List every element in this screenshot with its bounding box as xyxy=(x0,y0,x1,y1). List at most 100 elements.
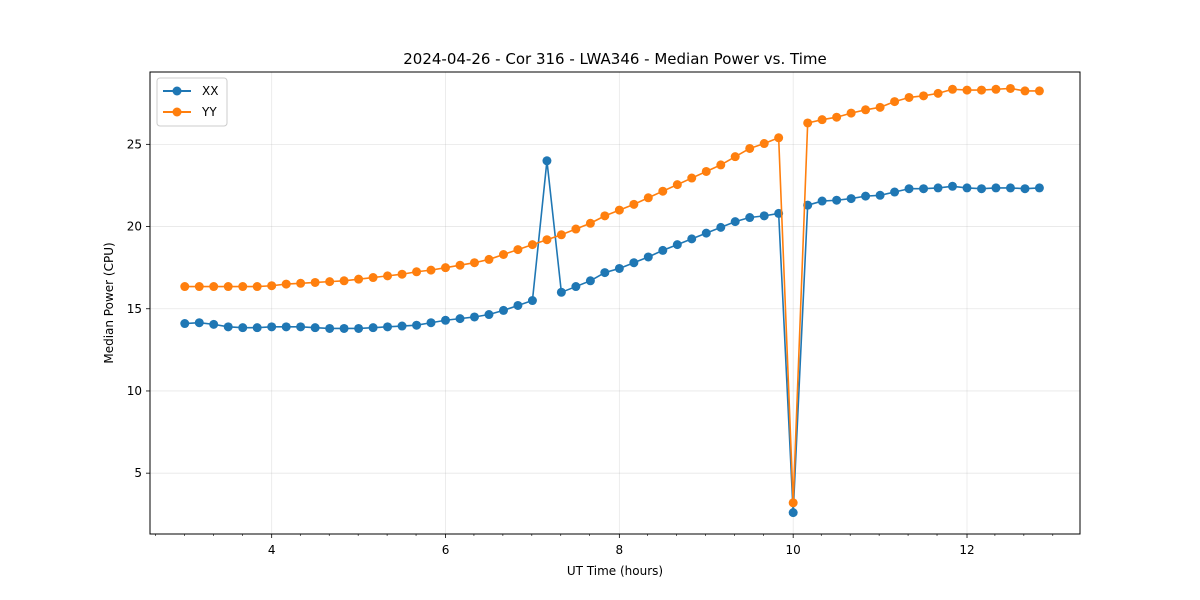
x-tick-label: 10 xyxy=(786,543,801,557)
data-point-yy xyxy=(498,250,508,259)
data-point-xx xyxy=(542,156,552,166)
data-point-xx xyxy=(803,200,813,210)
data-point-yy xyxy=(947,84,957,94)
data-point-xx xyxy=(832,195,842,205)
data-point-xx xyxy=(904,184,914,194)
data-point-xx xyxy=(252,323,262,333)
data-point-xx xyxy=(701,228,711,238)
data-point-xx xyxy=(817,196,827,206)
data-point-yy xyxy=(238,282,248,292)
data-point-yy xyxy=(890,97,900,107)
series-yy xyxy=(180,83,1044,508)
series-xx xyxy=(180,156,1044,518)
data-point-yy xyxy=(310,277,320,287)
axis-layer: 4 6 8 10 12 5 10 15 20 25 xyxy=(127,137,1054,557)
data-point-xx xyxy=(310,323,320,333)
data-point-yy xyxy=(556,230,566,240)
data-point-xx xyxy=(716,222,726,232)
legend-marker-xx xyxy=(172,86,182,96)
data-point-xx xyxy=(513,300,523,310)
data-point-xx xyxy=(238,323,248,333)
data-point-yy xyxy=(919,91,929,101)
data-point-xx xyxy=(745,213,755,223)
data-point-yy xyxy=(629,199,639,209)
data-point-xx xyxy=(455,314,465,324)
data-point-xx xyxy=(730,217,740,227)
y-axis-label: Median Power (CPU) xyxy=(102,242,116,363)
y-tick-label: 5 xyxy=(134,466,142,480)
data-point-yy xyxy=(469,258,479,268)
data-point-yy xyxy=(977,85,987,95)
legend-label-xx: XX xyxy=(202,84,218,98)
data-point-yy xyxy=(585,218,595,228)
data-point-xx xyxy=(846,194,856,204)
data-point-xx xyxy=(441,315,451,325)
data-point-xx xyxy=(527,296,537,306)
data-point-yy xyxy=(774,133,784,143)
data-point-xx xyxy=(947,181,957,191)
legend: XX YY xyxy=(156,77,228,127)
data-point-xx xyxy=(585,276,595,286)
data-point-yy xyxy=(571,224,581,234)
data-point-xx xyxy=(1034,183,1044,193)
data-point-yy xyxy=(281,279,291,289)
data-point-yy xyxy=(658,186,668,196)
series-layer xyxy=(180,83,1044,518)
data-point-yy xyxy=(817,115,827,125)
data-point-yy xyxy=(832,112,842,122)
data-point-xx xyxy=(687,234,697,244)
data-point-xx xyxy=(209,319,219,329)
data-point-xx xyxy=(383,322,393,332)
data-point-yy xyxy=(788,498,798,508)
data-point-xx xyxy=(600,268,610,278)
data-point-yy xyxy=(513,245,523,255)
data-point-yy xyxy=(1005,83,1015,93)
x-tick-label: 12 xyxy=(959,543,974,557)
data-point-xx xyxy=(339,323,349,333)
data-point-yy xyxy=(614,205,624,215)
data-point-yy xyxy=(701,166,711,176)
data-point-xx xyxy=(788,508,798,518)
data-point-yy xyxy=(904,92,914,102)
data-point-xx xyxy=(325,323,335,333)
data-point-yy xyxy=(672,180,682,190)
data-point-yy xyxy=(339,276,349,286)
data-point-yy xyxy=(484,254,494,264)
data-point-xx xyxy=(962,183,972,193)
data-point-xx xyxy=(296,322,306,332)
data-point-xx xyxy=(368,323,378,333)
data-point-xx xyxy=(281,322,291,332)
data-point-xx xyxy=(412,320,422,330)
x-axis-label: UT Time (hours) xyxy=(567,564,663,578)
data-point-yy xyxy=(745,143,755,153)
data-point-xx xyxy=(1005,183,1015,193)
data-point-xx xyxy=(614,263,624,273)
data-point-yy xyxy=(643,193,653,203)
data-point-xx xyxy=(643,252,653,262)
data-point-yy xyxy=(267,281,277,291)
y-tick-label: 25 xyxy=(127,137,142,151)
data-point-yy xyxy=(194,282,204,292)
grid-layer xyxy=(150,72,1080,534)
data-point-yy xyxy=(296,278,306,288)
data-point-xx xyxy=(977,184,987,194)
x-tick-label: 4 xyxy=(268,543,276,557)
data-point-xx xyxy=(629,258,639,268)
data-point-yy xyxy=(397,269,407,279)
x-tick-label: 6 xyxy=(442,543,450,557)
y-tick-label: 20 xyxy=(127,220,142,234)
data-point-yy xyxy=(441,263,451,273)
data-point-yy xyxy=(600,211,610,221)
y-tick-label: 10 xyxy=(127,384,142,398)
data-point-yy xyxy=(209,282,219,292)
data-point-xx xyxy=(397,321,407,331)
data-point-yy xyxy=(180,282,190,292)
legend-label-yy: YY xyxy=(201,105,217,119)
data-point-yy xyxy=(730,152,740,162)
data-point-yy xyxy=(412,267,422,277)
data-point-xx xyxy=(875,190,885,200)
data-point-xx xyxy=(180,319,190,329)
data-point-xx xyxy=(267,322,277,332)
data-point-yy xyxy=(542,235,552,245)
